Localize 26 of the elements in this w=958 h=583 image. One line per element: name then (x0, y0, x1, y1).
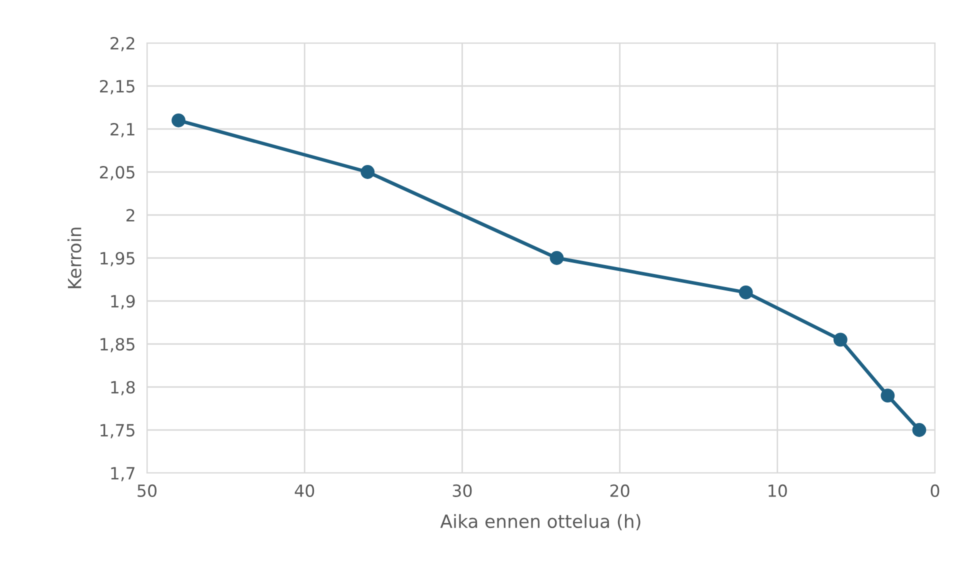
y-tick-label: 2,05 (100, 166, 134, 180)
y-tick-label: 1,9 (111, 294, 135, 310)
x-tick-label: 0 (930, 484, 940, 498)
point (550, 251, 564, 265)
point (833, 332, 848, 347)
y-tick-label: 1,8 (111, 380, 135, 396)
point (912, 423, 926, 437)
x-tick-label: 30 (452, 484, 472, 498)
x-tick-label: 40 (294, 484, 314, 498)
point (172, 113, 186, 128)
x-tick-label: 20 (610, 484, 630, 498)
y-tick-label: 2 (126, 208, 134, 222)
y-tick-label: 2,2 (110, 36, 134, 52)
x-tick-label: 50 (138, 484, 156, 498)
y-tick-label: 1,95 (100, 252, 134, 266)
point (360, 165, 375, 179)
y-tick-label: 1,7 (111, 467, 134, 482)
y-tick-label: 2,1 (110, 122, 134, 138)
point (880, 388, 895, 403)
x-tick-label: 10 (768, 484, 787, 498)
y-tick-label: 2,15 (100, 80, 134, 94)
x-axis-title: Aika ennen ottelua (h) (440, 514, 640, 530)
y-tick-label: 1,85 (100, 338, 134, 352)
y-axis-title: Kerroin (67, 228, 82, 288)
point (738, 285, 753, 300)
y-tick-label: 1,75 (100, 424, 134, 438)
